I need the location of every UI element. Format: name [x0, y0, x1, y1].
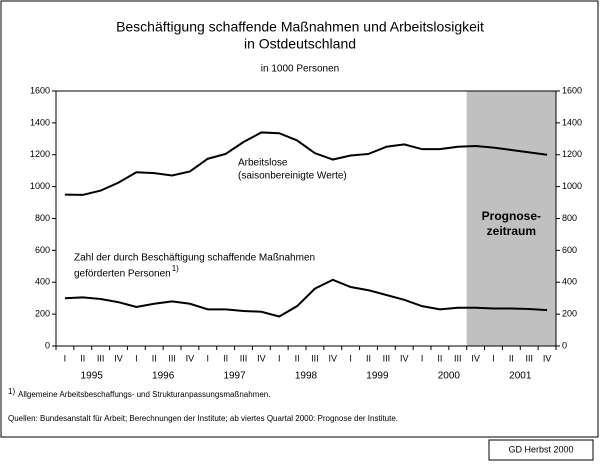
year-label: 1999: [366, 371, 389, 382]
x-tick-label: IV: [257, 353, 266, 363]
x-tick-label: IV: [543, 353, 552, 363]
source: Quellen: Bundesanstalt für Arbeit; Berec…: [8, 414, 398, 423]
year-label: 1998: [295, 371, 318, 382]
x-tick-label: III: [97, 353, 105, 363]
footnote: Allgemeine Arbeitsbeschaffungs- und Stru…: [18, 390, 270, 399]
x-tick-label: II: [366, 353, 371, 363]
year-label: 1995: [81, 371, 104, 382]
y-tick-label: 1600: [30, 85, 50, 95]
x-tick-label: I: [421, 353, 424, 363]
y2-tick-label: 400: [562, 277, 577, 287]
x-tick-label: IV: [186, 353, 195, 363]
x-tick-label: II: [223, 353, 228, 363]
footnote-ref: 1): [8, 387, 15, 396]
x-tick-label: I: [349, 353, 352, 363]
frame: [0, 0, 599, 438]
y2-tick-label: 800: [562, 213, 577, 223]
chart-subtitle: in 1000 Personen: [261, 64, 339, 75]
y2-tick-label: 200: [562, 309, 577, 319]
y2-tick-label: 1000: [562, 181, 582, 191]
series-sublabel: (saisonbereinigte Werte): [238, 171, 347, 182]
badge-box: [488, 439, 594, 461]
chart-title: in Ostdeutschland: [244, 36, 356, 52]
y-tick-label: 800: [35, 213, 50, 223]
x-tick-label: I: [492, 353, 495, 363]
series-label: Zahl der durch Beschäftigung schaffende …: [74, 253, 315, 264]
line: [64, 131, 548, 196]
y-tick-label: 600: [35, 245, 50, 255]
forecast-area: [466, 91, 556, 346]
y-tick-label: 1400: [30, 117, 50, 127]
y2-tick-label: 0: [562, 340, 567, 350]
forecast-label: Prognose-: [482, 209, 541, 223]
x-tick-label: I: [64, 353, 67, 363]
x-tick-label: III: [240, 353, 248, 363]
x-tick-label: III: [454, 353, 462, 363]
forecast-label: zeitraum: [487, 224, 536, 238]
x-tick-label: IV: [471, 353, 480, 363]
x-tick-label: II: [295, 353, 300, 363]
chart-title: Beschäftigung schaffende Maßnahmen und A…: [116, 19, 484, 35]
x-tick-label: II: [152, 353, 157, 363]
x-tick-label: IV: [400, 353, 409, 363]
line: [64, 278, 548, 318]
y-tick-label: 1200: [30, 149, 50, 159]
x-tick-label: I: [207, 353, 210, 363]
year-label: 2001: [509, 371, 532, 382]
year-label: 1997: [223, 371, 246, 382]
x-tick-label: II: [437, 353, 442, 363]
year-label: 2000: [438, 371, 461, 382]
footnote-ref: 1): [172, 264, 179, 273]
x-tick-label: II: [80, 353, 85, 363]
y2-tick-label: 1400: [562, 117, 582, 127]
y2-tick-label: 600: [562, 245, 577, 255]
year-label: 1996: [152, 371, 175, 382]
x-tick-label: I: [278, 353, 281, 363]
badge: GD Herbst 2000: [508, 444, 573, 454]
x-tick-label: III: [525, 353, 533, 363]
x-tick-label: III: [168, 353, 176, 363]
y-tick-label: 200: [35, 309, 50, 319]
y2-tick-label: 1200: [562, 149, 582, 159]
y-tick-label: 0: [45, 340, 50, 350]
y-tick-label: 1000: [30, 181, 50, 191]
x-tick-label: IV: [114, 353, 123, 363]
y2-tick-label: 1600: [562, 85, 582, 95]
x-tick-label: I: [135, 353, 138, 363]
x-tick-label: III: [311, 353, 319, 363]
y-tick-label: 400: [35, 277, 50, 287]
x-tick-label: II: [509, 353, 514, 363]
series-label: Arbeitslose: [238, 158, 288, 169]
series-sublabel: geförderten Personen: [74, 269, 171, 280]
x-tick-label: III: [383, 353, 391, 363]
x-tick-label: IV: [329, 353, 338, 363]
